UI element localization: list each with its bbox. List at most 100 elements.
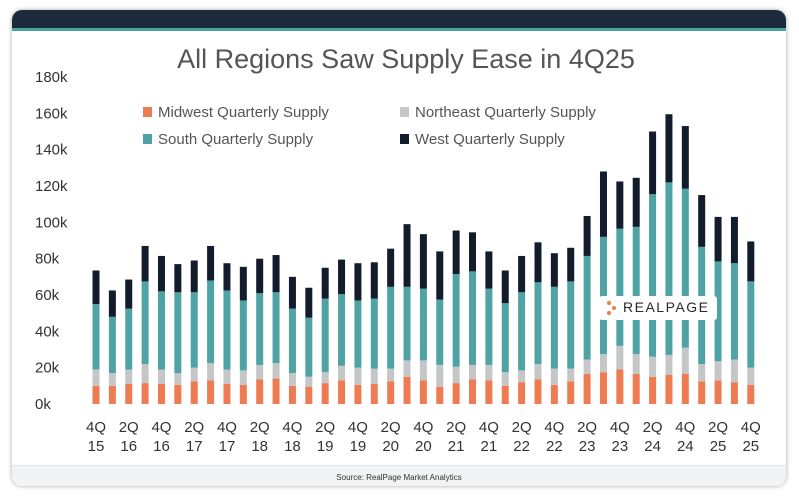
bar-segment-midwest [714, 380, 722, 404]
bar-segment-midwest [452, 383, 460, 404]
bar-segment-south [190, 292, 198, 368]
bar-segment-northeast [567, 368, 575, 382]
bar-segment-west [747, 241, 755, 282]
bar-segment-south [403, 286, 411, 361]
top-banner [12, 10, 786, 28]
bar-segment-south [452, 274, 460, 367]
legend-swatch [143, 107, 152, 117]
bar-segment-midwest [649, 376, 657, 404]
bar-segment-northeast [730, 359, 738, 383]
bar-segment-northeast [272, 363, 280, 379]
x-tick-label-year: 20 [382, 438, 399, 455]
bar-segment-west [550, 253, 558, 287]
x-tick-label-quarter: 2Q [184, 419, 204, 436]
legend-label: South Quarterly Supply [158, 131, 314, 148]
bar-segment-south [485, 288, 493, 365]
x-tick-label-year: 16 [153, 438, 170, 455]
bar-segment-south [305, 317, 313, 377]
bar-segment-northeast [403, 360, 411, 377]
bar-segment-northeast [518, 370, 526, 383]
x-tick-label-year: 18 [251, 438, 268, 455]
bar-segment-south [419, 288, 427, 361]
y-tick-label: 180k [35, 69, 68, 86]
x-tick-label-year: 16 [120, 438, 137, 455]
bar-segment-west [157, 255, 165, 292]
bar-segment-west [501, 270, 509, 304]
bar-segment-west [419, 234, 427, 289]
bar-segment-south [354, 300, 362, 368]
realpage-logo: REALPAGE [599, 296, 717, 320]
bar-segment-northeast [665, 354, 673, 375]
bar-segment-midwest [125, 384, 133, 404]
legend-swatch [400, 107, 409, 117]
bar-segment-midwest [681, 374, 689, 404]
bar-segment-northeast [321, 372, 329, 384]
bar-segment-south [518, 292, 526, 371]
bar-segment-west [387, 248, 395, 287]
x-tick-label-quarter: 4Q [610, 419, 630, 436]
bar-segment-northeast [452, 366, 460, 384]
bar-segment-midwest [190, 381, 198, 404]
legend-label: West Quarterly Supply [415, 131, 565, 148]
logo-text: REALPAGE [623, 299, 710, 315]
bar-segment-west [338, 259, 346, 295]
bar-segment-northeast [469, 364, 477, 380]
legend-label: Northeast Quarterly Supply [415, 104, 596, 121]
bar-segment-midwest [239, 384, 247, 404]
bar-segment-midwest [501, 385, 509, 404]
bar-segment-midwest [141, 383, 149, 404]
y-tick-label: 100k [35, 214, 68, 231]
bar-segment-south [583, 255, 591, 360]
y-axis: 0k 20k 40k 60k 80k 100k 120k 140k 160k 180k [35, 69, 68, 413]
bar-segment-midwest [419, 380, 427, 404]
bar-segment-midwest [256, 379, 264, 405]
bar-segment-midwest [370, 384, 378, 404]
bar-segment-northeast [370, 368, 378, 385]
bar-segment-west [125, 279, 133, 309]
bar-segment-south [141, 281, 149, 365]
bar-segment-midwest [730, 382, 738, 404]
bar-segment-west [354, 263, 362, 301]
x-tick-label-quarter: 2Q [643, 419, 663, 436]
logo-dots-icon [607, 301, 621, 315]
bar-segment-midwest [469, 379, 477, 405]
bar-segment-midwest [92, 385, 100, 404]
x-tick-label-year: 24 [677, 438, 694, 455]
bar-segment-midwest [665, 374, 673, 404]
bar-segment-south [223, 290, 231, 370]
bar-segment-northeast [239, 370, 247, 385]
x-tick-label-quarter: 2Q [577, 419, 597, 436]
chart-card: Source: RealPage Market Analytics [12, 10, 786, 486]
legend-swatch [143, 134, 152, 144]
bar-segment-northeast [387, 368, 395, 382]
bar-segment-northeast [583, 359, 591, 375]
bar-segment-west [665, 114, 673, 183]
bar-segment-midwest [387, 381, 395, 404]
bar-segment-south [599, 236, 607, 355]
bar-segment-northeast [354, 367, 362, 385]
bar-segment-south [370, 298, 378, 369]
x-tick-label-year: 19 [317, 438, 334, 455]
bar-segment-west [239, 266, 247, 301]
bar-segment-midwest [288, 385, 296, 404]
x-tick-label-quarter: 2Q [512, 419, 532, 436]
x-tick-label-year: 15 [88, 438, 105, 455]
bar-segment-west [518, 255, 526, 293]
x-tick-label-quarter: 2Q [708, 419, 728, 436]
y-tick-label: 140k [35, 142, 68, 159]
bar-segment-west [681, 126, 689, 189]
bar-segment-south [501, 303, 509, 373]
bar-segment-south [550, 286, 558, 369]
bar-segment-west [403, 224, 411, 287]
legend-swatch [400, 134, 409, 144]
bar-segment-midwest [223, 384, 231, 404]
bar-segment-midwest [157, 384, 165, 404]
bar-segment-west [485, 251, 493, 289]
bar-segment-south [681, 188, 689, 348]
bar-segment-northeast [534, 364, 542, 380]
bar-segment-northeast [485, 364, 493, 381]
bar-segment-west [616, 181, 624, 229]
y-tick-label: 120k [35, 178, 68, 195]
bar-segment-midwest [698, 381, 706, 404]
bar-segment-west [141, 245, 149, 282]
